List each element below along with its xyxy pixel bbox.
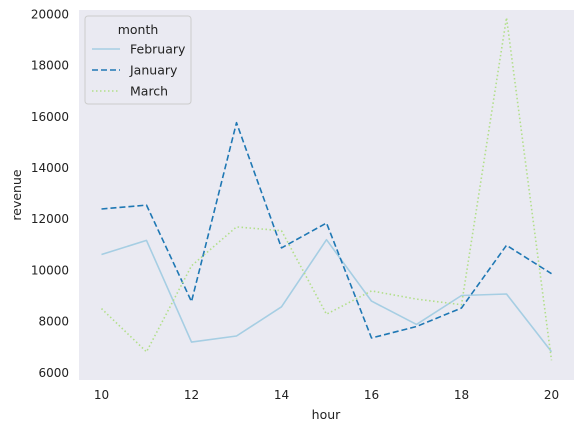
y-tick-label: 8000 (38, 315, 69, 329)
y-axis-label: revenue (9, 169, 24, 220)
x-tick-label: 20 (544, 388, 559, 402)
series-line-february (101, 238, 553, 353)
legend-label-january: January (129, 63, 178, 78)
legend-box (84, 15, 192, 105)
y-tick-label: 16000 (31, 110, 69, 124)
y-axis-ticks: 6000 8000 10000 12000 14000 16000 18000 20000 (31, 7, 69, 379)
legend-label-march: March (130, 84, 168, 99)
y-tick-label: 14000 (31, 161, 69, 175)
x-tick-label: 12 (184, 388, 199, 402)
x-tick-label: 10 (94, 388, 109, 402)
x-axis-ticks: 10 12 14 16 18 20 (94, 388, 559, 402)
legend-label-february: February (130, 42, 186, 57)
x-axis-label: hour (312, 407, 341, 422)
legend-title: month (118, 22, 159, 37)
y-tick-label: 10000 (31, 263, 69, 277)
y-tick-label: 12000 (31, 212, 69, 226)
y-tick-label: 6000 (38, 366, 69, 380)
x-tick-label: 16 (364, 388, 379, 402)
y-tick-label: 18000 (31, 59, 69, 73)
y-tick-label: 20000 (31, 7, 69, 21)
series-layer (100, 16, 553, 361)
legend-items: February January March (92, 42, 186, 99)
legend: month February January March (84, 15, 192, 105)
x-tick-label: 18 (454, 388, 469, 402)
x-tick-label: 14 (274, 388, 289, 402)
